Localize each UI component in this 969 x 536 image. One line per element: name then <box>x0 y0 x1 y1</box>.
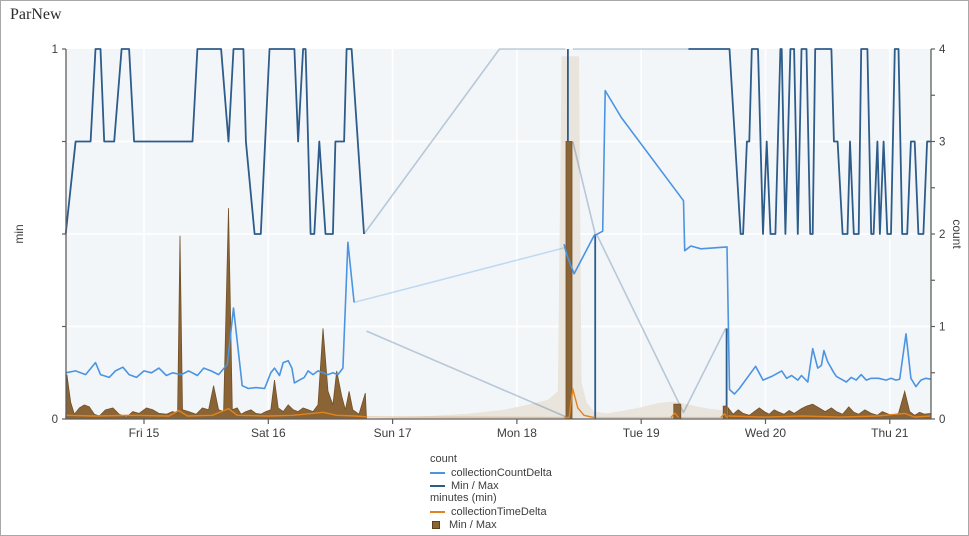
y-right-tick-label: 3 <box>939 137 945 149</box>
legend-line-swatch <box>430 510 445 513</box>
series-count-minmax-gap-min1 <box>366 330 567 418</box>
legend-item-label: collectionCountDelta <box>451 466 552 479</box>
y-right-tick-label: 1 <box>939 322 945 334</box>
series-collectionCountDelta-left <box>65 241 355 390</box>
legend-item-label: Min / Max <box>449 518 497 531</box>
legend-item: collectionCountDelta <box>430 466 552 479</box>
y-left-tick-label: 1 <box>52 44 58 56</box>
chart-canvas: 1 0 4 3 2 1 0 Fri 15 Sat 16 Sun 17 Mon 18 Tue 19 Wed… <box>12 44 964 440</box>
series-collectionCountDelta-right <box>563 89 931 395</box>
series-minutes-minmax-bars <box>565 141 573 420</box>
series-collectionTimeDelta-blip2 <box>720 413 728 418</box>
legend-line-swatch <box>430 471 445 474</box>
legend-group-label: count <box>430 453 457 465</box>
x-tick-label: Fri 15 <box>129 426 160 440</box>
series-count-minmax-gap-min2 <box>595 233 727 414</box>
series-collectionCountDelta-gap <box>353 247 565 304</box>
y-left-tick-label: 0 <box>52 414 58 426</box>
x-tick-label: Mon 18 <box>497 426 537 440</box>
x-tick-label: Sun 17 <box>374 426 412 440</box>
y-right-tick-label: 2 <box>939 229 945 241</box>
legend-item: Min / Max <box>430 518 552 531</box>
legend-line-swatch <box>430 484 445 487</box>
legend-item: Min / Max <box>430 479 552 492</box>
legend-item-label: Min / Max <box>451 479 499 492</box>
legend-item-label: collectionTimeDelta <box>451 505 547 518</box>
series-collectionTimeDelta-blip1 <box>670 412 680 418</box>
series-collectionTimeDelta-mon <box>564 388 596 419</box>
y-axis-label-left: min <box>12 224 26 243</box>
series-collectionTimeDelta-left <box>65 407 367 418</box>
chart-title: ParNew <box>10 6 62 23</box>
series-count-minmax-gap-step <box>572 141 596 235</box>
series-collectionTimeDelta-gap1 <box>366 416 565 419</box>
y-right-tick-label: 0 <box>939 414 945 426</box>
series-count-minmax-right <box>688 48 931 235</box>
x-tick-label: Wed 20 <box>745 426 786 440</box>
series-count-minmax-gap-max1 <box>363 48 566 235</box>
y-axis-label-right: count <box>950 219 964 249</box>
y-right-tick-label: 4 <box>939 44 946 56</box>
series-count-minmax-left <box>64 48 365 235</box>
legend-square-swatch <box>432 520 440 529</box>
series-collectionTimeDelta-right <box>728 412 931 418</box>
legend-item: collectionTimeDelta <box>430 505 552 518</box>
x-tick-label: Tue 19 <box>623 426 660 440</box>
chart-legend: count collectionCountDelta Min / Max minute… <box>430 453 552 531</box>
legend-group-label: minutes (min) <box>430 492 497 504</box>
series-minutes-minmax-left-area <box>65 208 367 420</box>
x-tick-label: Sat 16 <box>251 426 286 440</box>
x-tick-label: Thu 21 <box>871 426 909 440</box>
